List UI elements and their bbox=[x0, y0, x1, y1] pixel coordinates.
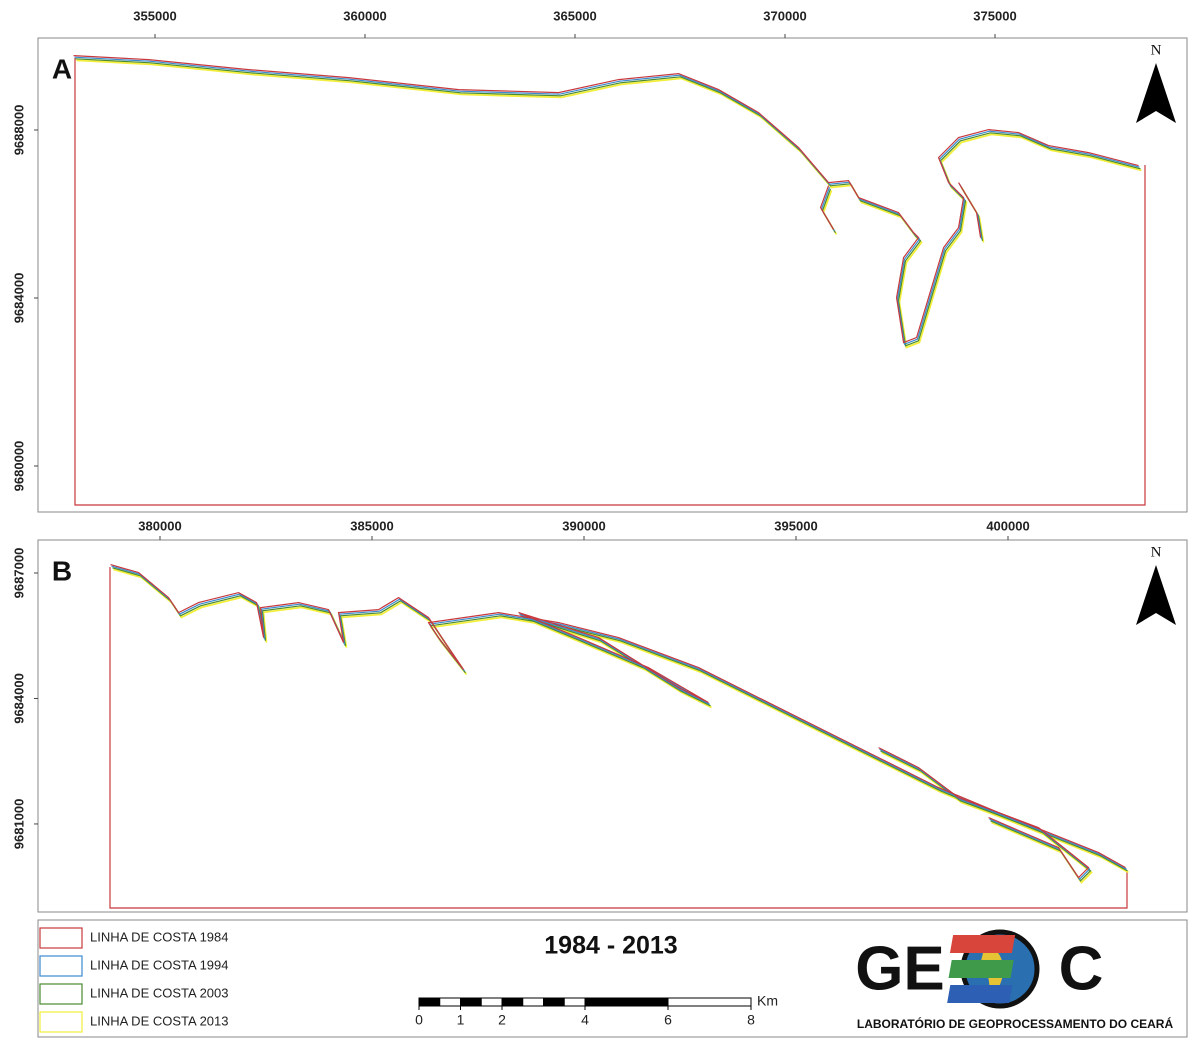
x-tick-label: 375000 bbox=[973, 8, 1016, 23]
panel-label: B bbox=[52, 555, 72, 586]
logo-caption: LABORATÓRIO DE GEOPROCESSAMENTO DO CEARÁ bbox=[857, 1016, 1174, 1031]
north-label: N bbox=[1151, 544, 1162, 560]
north-label: N bbox=[1151, 42, 1162, 58]
x-tick-label: 360000 bbox=[343, 8, 386, 23]
legend-label: LINHA DE COSTA 1994 bbox=[90, 957, 229, 972]
scale-segment bbox=[668, 998, 751, 1006]
x-tick-label: 355000 bbox=[133, 8, 176, 23]
x-tick-label: 385000 bbox=[350, 518, 393, 533]
y-tick-label: 9684000 bbox=[11, 273, 26, 324]
y-tick-label: 9681000 bbox=[11, 799, 26, 850]
scale-segment bbox=[502, 998, 523, 1006]
scale-label: 2 bbox=[498, 1012, 506, 1028]
logo-stripe bbox=[950, 935, 1015, 953]
scale-label: 4 bbox=[581, 1012, 589, 1028]
logo-left: GE bbox=[855, 934, 945, 1003]
legend-label: LINHA DE COSTA 2003 bbox=[90, 985, 229, 1000]
x-tick-label: 395000 bbox=[774, 518, 817, 533]
scale-segment bbox=[440, 998, 461, 1006]
panel-label: A bbox=[52, 53, 72, 84]
scale-label: 1 bbox=[457, 1012, 465, 1028]
map-page: 1984 - 2013 GE C LABORATÓRIO DE GEOPROCE… bbox=[0, 0, 1188, 1038]
scale-segment bbox=[544, 998, 565, 1006]
scale-segment bbox=[564, 998, 585, 1006]
x-tick-label: 380000 bbox=[138, 518, 181, 533]
scale-segment bbox=[523, 998, 544, 1006]
logo-right: C bbox=[1059, 934, 1104, 1003]
x-tick-label: 370000 bbox=[763, 8, 806, 23]
y-tick-label: 9687000 bbox=[11, 548, 26, 599]
scale-label: 0 bbox=[415, 1012, 423, 1028]
map-frame bbox=[38, 38, 1187, 512]
title: 1984 - 2013 bbox=[544, 932, 677, 960]
scale-segment bbox=[481, 998, 502, 1006]
scale-segment bbox=[585, 998, 668, 1006]
scale-unit: Km bbox=[757, 993, 778, 1009]
x-tick-label: 390000 bbox=[562, 518, 605, 533]
x-tick-label: 400000 bbox=[986, 518, 1029, 533]
y-tick-label: 9680000 bbox=[11, 441, 26, 492]
x-tick-label: 365000 bbox=[553, 8, 596, 23]
scale-label: 8 bbox=[747, 1012, 755, 1028]
scale-segment bbox=[461, 998, 482, 1006]
logo-stripe bbox=[947, 985, 1012, 1003]
y-tick-label: 9688000 bbox=[11, 105, 26, 156]
legend-label: LINHA DE COSTA 2013 bbox=[90, 1013, 229, 1028]
y-tick-label: 9684000 bbox=[11, 673, 26, 724]
scale-label: 6 bbox=[664, 1012, 672, 1028]
legend-label: LINHA DE COSTA 1984 bbox=[90, 929, 229, 944]
scale-segment bbox=[419, 998, 440, 1006]
map-frame bbox=[38, 540, 1187, 912]
logo-stripe bbox=[949, 960, 1014, 978]
